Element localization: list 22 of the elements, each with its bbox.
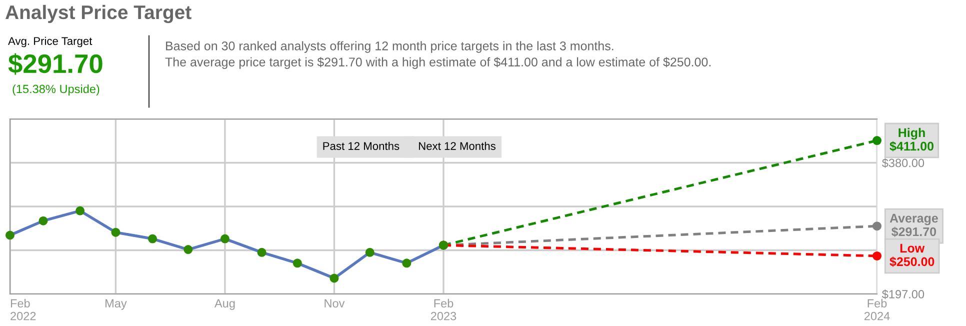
x-tick-label: May — [106, 299, 127, 310]
text: (15.38% Upside) — [12, 84, 100, 96]
text: The average price target is $291.70 with a high estimate of $411.00 and a low estimate of $250.00. — [165, 57, 711, 69]
text: Based on 30 ranked analysts offering 12 month price targets in the last 3 months. — [166, 41, 614, 53]
x-tick-label: Feb 2024 — [864, 298, 890, 320]
text: Avg. Price Target — [8, 36, 92, 48]
x-tick-label: Nov — [324, 299, 345, 308]
y-tick-label: $197.00 — [882, 290, 924, 300]
annotation: Next 12 Months — [418, 142, 496, 150]
x-tick-label: Aug — [214, 299, 235, 310]
x-tick-label: Feb 2022 — [10, 298, 36, 320]
data-label: $291.70 — [892, 226, 936, 237]
text: $291.70 — [8, 53, 102, 75]
series-label: Low — [900, 244, 925, 253]
chart-title: Analyst Price Target — [5, 4, 192, 24]
y-tick-label: $380.00 — [882, 158, 924, 168]
series-label: Average — [890, 214, 938, 226]
x-tick-label: Feb 2023 — [430, 298, 456, 320]
data-label: $250.00 — [890, 256, 934, 267]
series-label: High — [898, 128, 925, 140]
data-label: $411.00 — [890, 141, 934, 152]
annotation: Past 12 Months — [323, 142, 400, 150]
